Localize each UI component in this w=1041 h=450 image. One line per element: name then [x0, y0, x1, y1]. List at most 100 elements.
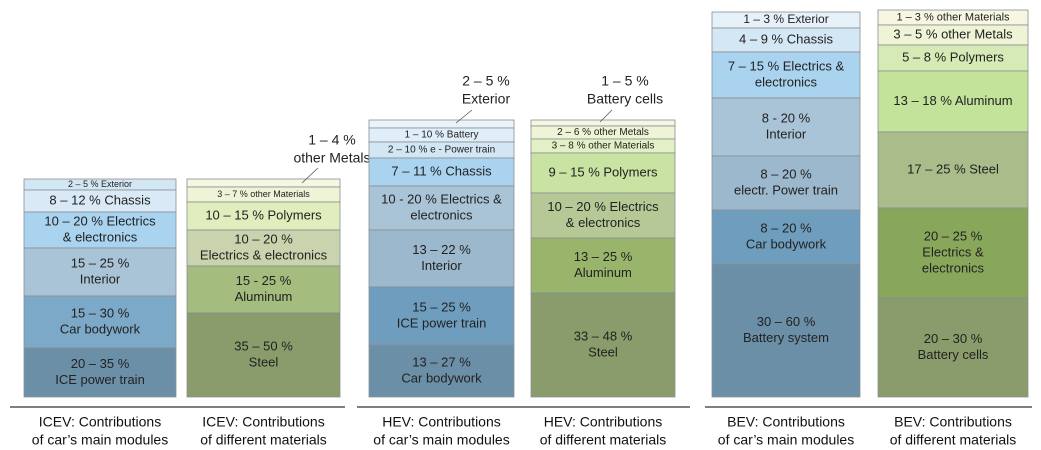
caption: of car’s main modules — [32, 432, 168, 448]
segment-label: electronics — [755, 74, 818, 89]
segment-label: 1 – 3 % other Materials — [896, 11, 1010, 23]
segment-label: 15 – 30 % — [71, 305, 130, 320]
segment — [711, 97, 861, 157]
segment-label: 8 – 20 % — [760, 220, 812, 235]
annotation: Battery cells — [587, 91, 663, 107]
segment-label: 1 – 3 % Exterior — [743, 12, 828, 26]
annotation: 1 – 4 % — [308, 132, 355, 148]
segment-label: Interior — [80, 271, 121, 286]
segment — [186, 201, 341, 231]
segment — [186, 178, 341, 188]
segment-label: 4 – 9 % Chassis — [739, 31, 833, 46]
segment-label: Battery cells — [918, 347, 989, 362]
segment — [530, 237, 676, 294]
segment-label: electronics — [410, 207, 473, 222]
segment — [186, 312, 341, 398]
caption: of car’s main modules — [373, 432, 509, 448]
segment-label: 15 - 25 % — [236, 273, 292, 288]
segment-label: 3 – 8 % other Materials — [552, 141, 655, 152]
segment-label: electronics — [922, 260, 985, 275]
segment-label: Car bodywork — [746, 236, 827, 251]
caption: HEV: Contributions — [382, 414, 501, 430]
segment-label: 13 – 25 % — [574, 249, 633, 264]
caption: BEV: Contributions — [727, 414, 845, 430]
segment-label: electr. Power train — [734, 182, 838, 197]
segment — [368, 119, 515, 129]
segment-label: Interior — [421, 258, 462, 273]
caption: BEV: Contributions — [894, 414, 1012, 430]
segment-label: 15 – 25 % — [71, 255, 130, 270]
leader-line — [301, 167, 319, 184]
segment-label: 17 – 25 % Steel — [907, 161, 999, 176]
segment-label: 1 – 10 % Battery — [405, 130, 479, 141]
caption: of different materials — [200, 432, 327, 448]
segment-label: 20 – 30 % — [924, 331, 983, 346]
segment — [877, 70, 1029, 133]
segment-label: Aluminum — [235, 289, 293, 304]
segment-label: 8 - 20 % — [762, 110, 811, 125]
segment-label: 20 – 35 % — [71, 356, 130, 371]
annotation: 1 – 5 % — [601, 73, 648, 89]
caption: ICEV: Contributions — [202, 414, 324, 430]
segment — [711, 263, 861, 398]
segment-label: Aluminum — [574, 265, 632, 280]
segment — [23, 211, 177, 249]
leader-line — [455, 109, 473, 124]
segment-label: 10 – 20 % Electrics — [44, 213, 156, 228]
segment — [530, 152, 676, 194]
segment-label: Steel — [249, 354, 279, 369]
segment — [530, 292, 676, 398]
segment — [368, 229, 515, 288]
segment-label: 2 – 10 % e - Power train — [388, 145, 495, 156]
segment — [23, 347, 177, 398]
segment-label: 3 – 5 % other Metals — [893, 26, 1013, 41]
segment-label: 10 - 20 % Electrics & — [381, 191, 502, 206]
segment — [23, 295, 177, 349]
segment-label: Interior — [766, 126, 807, 141]
segment-label: 10 – 15 % Polymers — [205, 207, 322, 222]
segment-label: 3 – 7 % other Materials — [217, 189, 310, 199]
segment — [368, 344, 515, 398]
segment — [23, 247, 177, 297]
segment-label: ICE power train — [397, 315, 487, 330]
segment — [368, 286, 515, 346]
segment-label: Battery system — [743, 330, 829, 345]
segment-label: 13 – 22 % — [412, 242, 471, 257]
segment-label: 2 – 6 % other Metals — [557, 127, 649, 138]
segment-label: 2 – 5 % Exterior — [68, 179, 132, 189]
segment-label: 7 – 15 % Electrics & — [728, 58, 845, 73]
segment-label: 33 – 48 % — [574, 328, 633, 343]
segment — [711, 209, 861, 265]
segment-label: 10 – 20 % — [234, 231, 293, 246]
segment-label: 7 – 11 % Chassis — [391, 163, 492, 178]
segment — [368, 157, 515, 187]
segment — [530, 119, 676, 127]
segment — [711, 51, 861, 99]
segment — [368, 185, 515, 231]
segment-label: 30 – 60 % — [757, 314, 816, 329]
segment — [186, 265, 341, 314]
segment — [877, 297, 1029, 398]
segment — [711, 27, 861, 53]
segment-label: 9 – 15 % Polymers — [548, 164, 658, 179]
segment-label: 10 – 20 % Electrics — [547, 199, 659, 214]
segment — [877, 207, 1029, 299]
annotation: 2 – 5 % — [462, 73, 509, 89]
segment-label: Car bodywork — [401, 370, 482, 385]
segment-label: Electrics & — [922, 244, 984, 259]
segment-label: Steel — [588, 344, 618, 359]
segment-label: 20 – 25 % — [924, 228, 983, 243]
segment-label: 13 – 18 % Aluminum — [893, 93, 1012, 108]
segment-label: 5 – 8 % Polymers — [902, 49, 1004, 64]
caption: of different materials — [890, 432, 1017, 448]
caption: of different materials — [540, 432, 667, 448]
segment-label: 8 – 12 % Chassis — [49, 192, 151, 207]
segment-label: & electronics — [566, 215, 641, 230]
segment — [530, 192, 676, 239]
segment-label: 13 – 27 % — [412, 354, 471, 369]
leader-line — [599, 109, 613, 123]
segment-label: 8 – 20 % — [760, 166, 812, 181]
segment-label: ICE power train — [55, 372, 145, 387]
segment-label: & electronics — [63, 229, 138, 244]
